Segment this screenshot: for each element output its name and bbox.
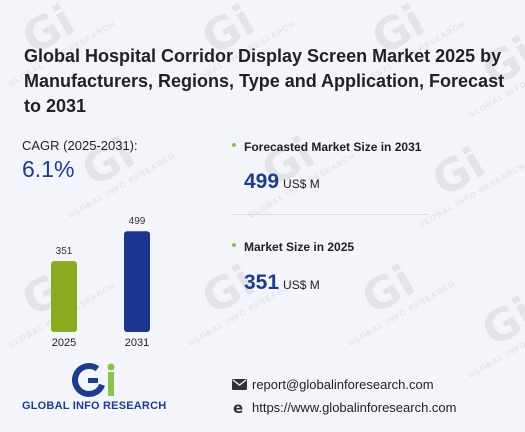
page-title: Global Hospital Corridor Display Screen … <box>24 46 505 116</box>
brand-name: GLOBAL INFO RESEARCH <box>22 400 167 412</box>
kpi-current-value-line: 351 US$ M <box>244 271 320 295</box>
kpi-current-label: Market Size in 2025 <box>244 240 355 254</box>
tick-label-2025: 2025 <box>52 337 76 349</box>
kpi-current-row: Market Size in 2025 <box>232 238 354 256</box>
browser-e-icon: e <box>233 401 243 415</box>
kpi-forecast-value: 499 <box>244 170 280 193</box>
data-label-2031: 499 <box>129 216 146 227</box>
contact-website[interactable]: e https://www.globalinforesearch.com <box>232 400 456 415</box>
kpi-current-unit: US$ M <box>283 278 320 292</box>
cagr-value: 6.1% <box>22 156 75 182</box>
bar-2025 <box>51 261 77 332</box>
kpi-forecast-row: Forecasted Market Size in 2031 <box>232 138 421 156</box>
kpi-forecast-unit: US$ M <box>283 177 320 191</box>
kpi-forecast-value-line: 499 US$ M <box>244 170 320 194</box>
tick-label-2031: 2031 <box>125 337 149 349</box>
kpi-forecast-label: Forecasted Market Size in 2031 <box>244 140 422 154</box>
email-text[interactable]: report@globalinforesearch.com <box>252 377 434 392</box>
cagr-label: CAGR (2025-2031): <box>22 138 138 153</box>
bullet-icon <box>232 142 236 147</box>
website-text[interactable]: https://www.globalinforesearch.com <box>252 400 457 415</box>
contact-email[interactable]: report@globalinforesearch.com <box>232 377 434 392</box>
bar-2031 <box>124 231 150 332</box>
envelope-icon <box>232 379 247 390</box>
brand-logo <box>72 363 115 397</box>
svg-text:e: e <box>233 401 243 415</box>
market-size-bar-chart: 351 2025 499 2031 <box>51 216 150 349</box>
divider <box>232 214 428 215</box>
bullet-icon <box>232 242 236 247</box>
kpi-current-value: 351 <box>244 271 280 294</box>
data-label-2025: 351 <box>56 246 73 257</box>
